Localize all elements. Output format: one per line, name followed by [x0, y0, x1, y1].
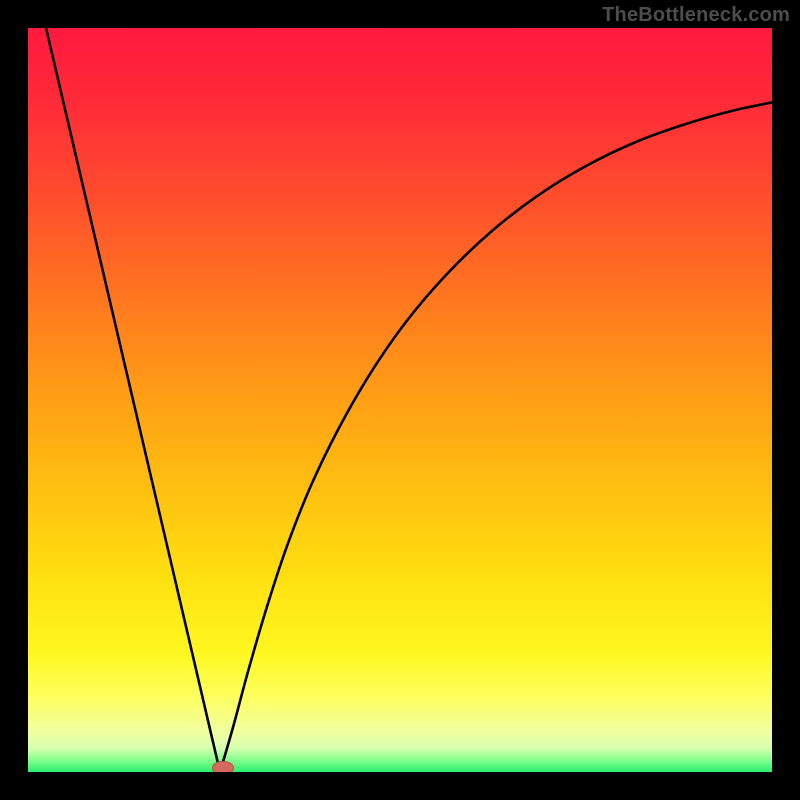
plot-area: [28, 28, 772, 772]
watermark-text: TheBottleneck.com: [602, 4, 790, 27]
curve-svg: [28, 28, 772, 772]
minimum-marker: [212, 761, 234, 772]
chart-container: TheBottleneck.com: [0, 0, 800, 800]
